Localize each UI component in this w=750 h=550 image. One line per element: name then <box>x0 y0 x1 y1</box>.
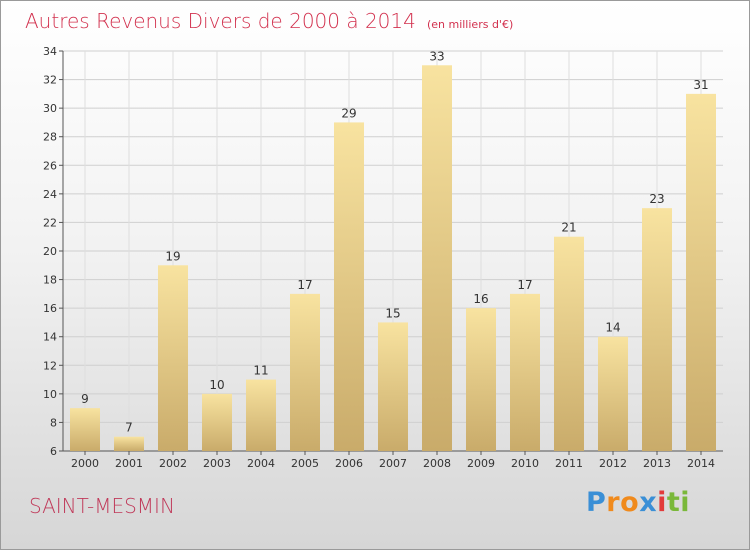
chart-title: Autres Revenus Divers de 2000 à 2014 <box>25 9 416 33</box>
x-tick-label-2004: 2004 <box>247 457 275 470</box>
y-tick-label: 24 <box>43 188 57 201</box>
value-label-2010: 17 <box>517 278 532 292</box>
value-label-2009: 16 <box>473 292 488 306</box>
x-tick-label-2001: 2001 <box>115 457 143 470</box>
bar-2013 <box>642 208 672 451</box>
x-tick-label-2003: 2003 <box>203 457 231 470</box>
bar-2004 <box>246 379 276 451</box>
logo-letter: x <box>639 487 658 518</box>
x-tick-label-2011: 2011 <box>555 457 583 470</box>
bar-2003 <box>202 393 232 451</box>
value-label-2011: 21 <box>561 221 576 235</box>
proxiti-logo: Proxiti <box>586 487 690 518</box>
logo-letter: i <box>657 487 667 518</box>
value-label-2004: 11 <box>253 364 268 378</box>
logo-letter: P <box>586 487 607 518</box>
logo-letter: i <box>680 487 691 518</box>
value-label-2003: 10 <box>209 378 224 392</box>
value-label-2007: 15 <box>385 306 400 320</box>
bar-2002 <box>158 265 188 451</box>
bar-2011 <box>554 236 584 451</box>
y-tick-label: 26 <box>43 159 57 172</box>
bar-2007 <box>378 322 408 451</box>
x-tick-label-2014: 2014 <box>687 457 715 470</box>
x-tick-label-2000: 2000 <box>71 457 99 470</box>
axis-layer: 6 8 10 12 14 16 18 20 22 24 26 28 30 32 34 2000 2001 2002… <box>43 45 723 470</box>
value-label-2005: 17 <box>297 278 312 292</box>
x-tick-label-2005: 2005 <box>291 457 319 470</box>
bar-2008 <box>422 65 452 452</box>
value-label-2000: 9 <box>81 392 89 406</box>
y-tick-label: 10 <box>43 388 57 401</box>
value-label-2014: 31 <box>693 78 708 92</box>
y-tick-label: 16 <box>43 302 57 315</box>
x-tick-label-2006: 2006 <box>335 457 363 470</box>
logo-letter: r <box>606 487 621 518</box>
bar-2001 <box>114 436 144 451</box>
y-tick-label: 6 <box>50 445 57 458</box>
bar-2006 <box>334 122 364 451</box>
value-label-2013: 23 <box>649 192 664 206</box>
title-row: Autres Revenus Divers de 2000 à 2014 (en… <box>25 9 513 33</box>
bar-layer <box>70 65 716 452</box>
x-tick-label-2010: 2010 <box>511 457 539 470</box>
x-tick-label-2012: 2012 <box>599 457 627 470</box>
commune-name: SAINT-MESMIN <box>29 494 175 518</box>
logo-letter: o <box>620 487 640 518</box>
y-tick-label: 28 <box>43 131 57 144</box>
y-tick-label: 18 <box>43 274 57 287</box>
value-label-2012: 14 <box>605 321 620 335</box>
y-tick-label: 20 <box>43 245 57 258</box>
x-tick-label-2002: 2002 <box>159 457 187 470</box>
value-label-2006: 29 <box>341 106 356 120</box>
chart-subtitle: (en milliers d'€) <box>426 18 514 31</box>
y-tick-label: 12 <box>43 359 57 372</box>
bar-2012 <box>598 336 628 451</box>
x-tick-label-2009: 2009 <box>467 457 495 470</box>
x-tick-label-2007: 2007 <box>379 457 407 470</box>
y-tick-label: 30 <box>43 102 57 115</box>
y-tick-label: 22 <box>43 216 57 229</box>
x-tick-label-2008: 2008 <box>423 457 451 470</box>
bar-2010 <box>510 293 540 451</box>
value-label-2008: 33 <box>429 49 444 63</box>
value-label-2001: 7 <box>125 421 133 435</box>
y-tick-label: 34 <box>43 45 57 58</box>
y-tick-label: 14 <box>43 331 57 344</box>
bar-2005 <box>290 293 320 451</box>
label-layer: 9 7 19 10 11 17 29 15 33 16 17 21 14 23 31 <box>81 49 708 434</box>
logo-letter: t <box>666 487 681 518</box>
x-tick-label-2013: 2013 <box>643 457 671 470</box>
bar-2009 <box>466 308 496 451</box>
bar-2014 <box>686 93 716 451</box>
y-tick-label: 32 <box>43 74 57 87</box>
bar-2000 <box>70 408 100 451</box>
value-label-2002: 19 <box>165 249 180 263</box>
y-tick-label: 8 <box>50 416 57 429</box>
